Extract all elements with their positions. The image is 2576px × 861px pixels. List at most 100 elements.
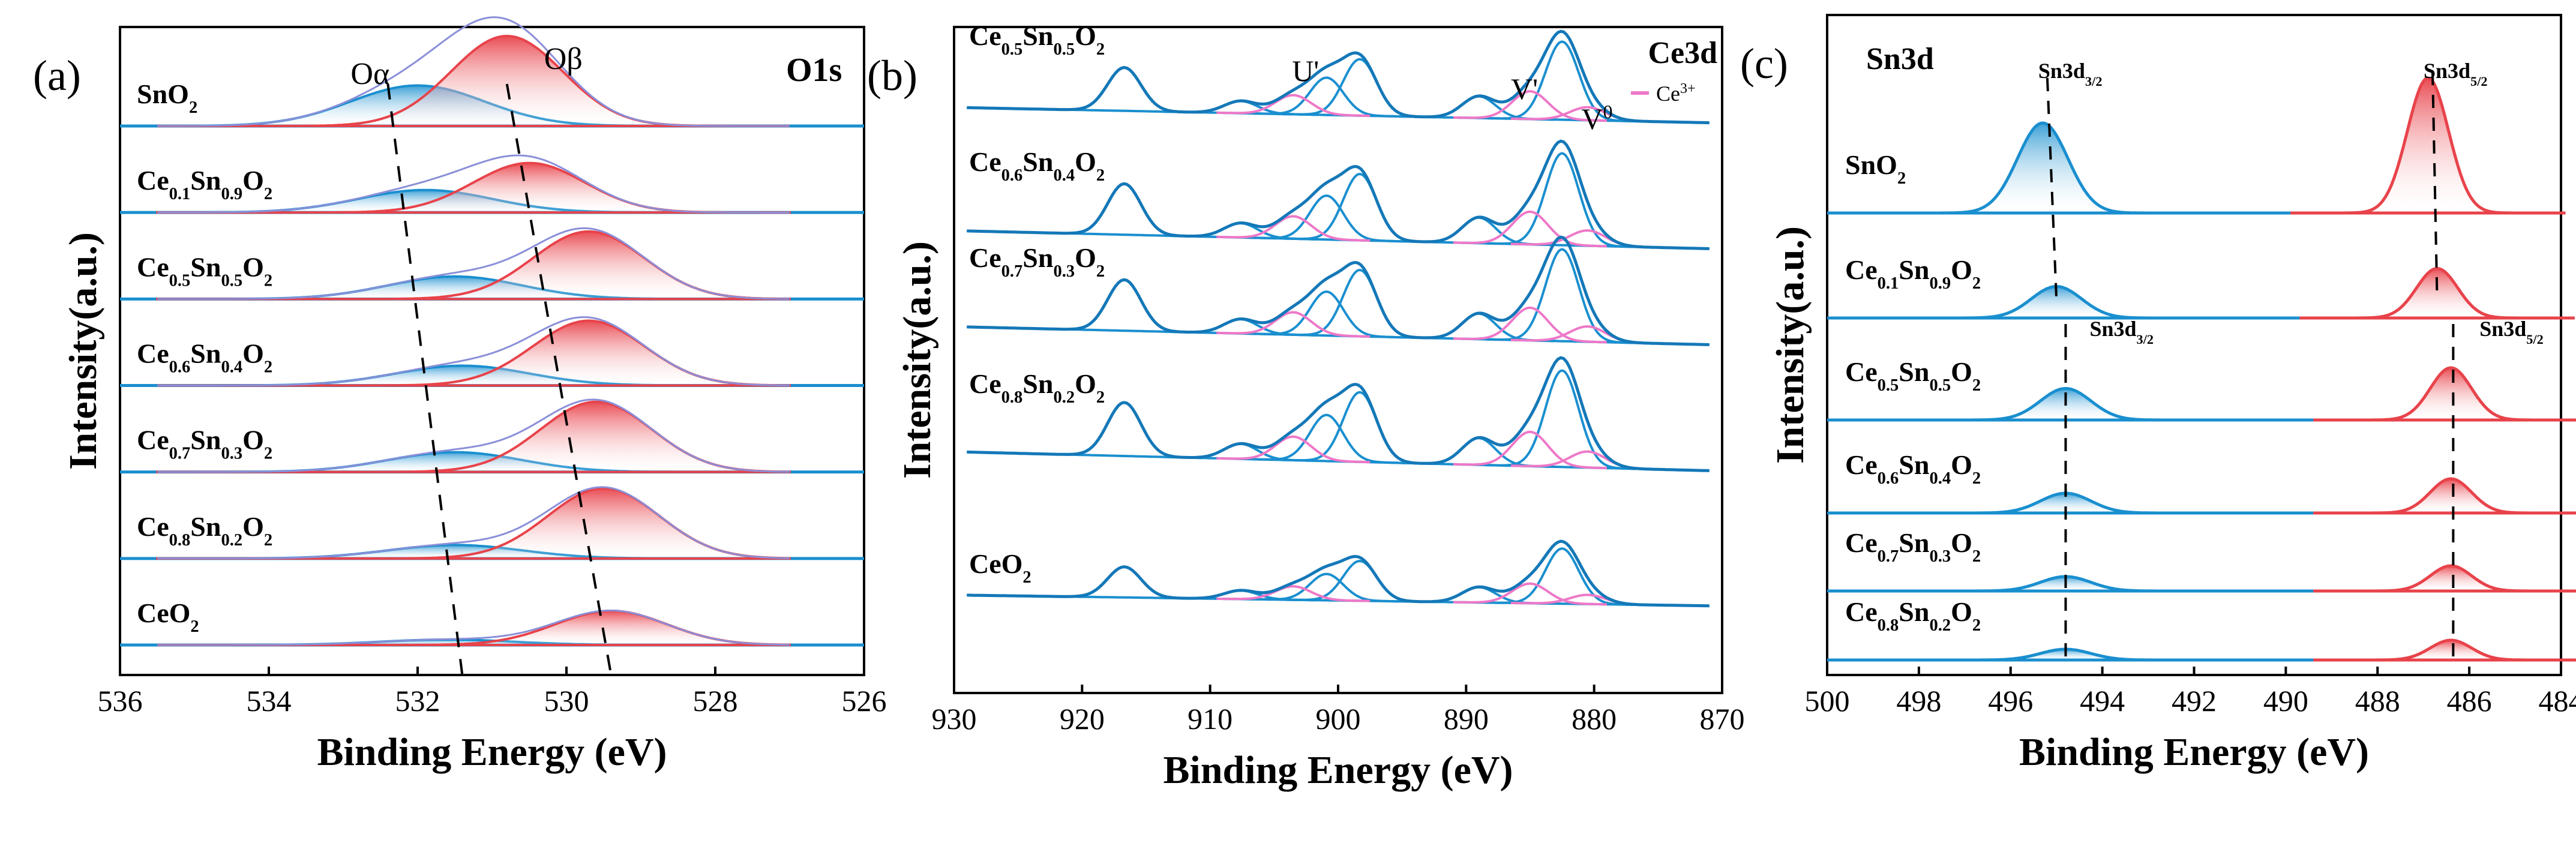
b-xtick-label-2: 910	[1187, 702, 1232, 736]
b-title: Ce3d	[1648, 36, 1717, 70]
a-xtick-label-5: 526	[842, 684, 887, 718]
a-series-label-6: CeO2	[137, 598, 199, 636]
b-ce3-peak-4-1	[1453, 582, 1607, 606]
c-series-label-0: SnO2	[1845, 149, 1906, 188]
a-envelope-6	[157, 609, 790, 646]
c-xtick-label-7: 486	[2447, 684, 2492, 718]
c-ylabel: Intensity(a.u.)	[1768, 226, 1812, 464]
a-annotation-obeta: Oβ	[544, 42, 583, 76]
b-panel-letter: (b)	[867, 52, 917, 100]
a-envelope-5	[157, 486, 790, 560]
a-series-label-0: SnO2	[137, 79, 197, 117]
c-annotation-mid-0: Sn3d3/2	[2089, 317, 2154, 347]
b-ce4-peak-3-0	[1047, 401, 1201, 460]
a-dashed-line-1	[505, 83, 613, 676]
b-ce4-peak-3-2	[1249, 413, 1404, 464]
a-beta-peak-0	[157, 34, 790, 127]
b-ce3-peak-2-1	[1453, 307, 1607, 344]
b-ce3-peak-2-0	[1216, 311, 1371, 338]
b-series-label-0: Ce0.5Sn0.5O2	[969, 20, 1105, 59]
b-xtick-label-4: 890	[1444, 702, 1489, 736]
c-xtick-label-5: 490	[2263, 684, 2308, 718]
a-annotation-oalpha: Oα	[350, 57, 389, 91]
a-ylabel: Intensity(a.u.)	[61, 232, 105, 470]
c-series-label-2: Ce0.5Sn0.5O2	[1845, 356, 1981, 395]
a-envelope-4	[157, 398, 790, 473]
c-xtick-label-2: 496	[1988, 684, 2033, 718]
b-ce4-peak-1-2	[1249, 194, 1404, 243]
a-xtick-label-0: 536	[98, 684, 143, 718]
c-d52-peak-0	[2290, 76, 2566, 215]
a-envelope-3	[157, 316, 790, 386]
b-xtick-label-0: 930	[932, 702, 977, 736]
b-xtick-label-5: 880	[1572, 702, 1617, 736]
c-annotation-top-1: Sn3d5/2	[2424, 59, 2488, 89]
c-annotation-mid-1: Sn3d5/2	[2479, 317, 2544, 347]
c-series-label-5: Ce0.8Sn0.2O2	[1845, 596, 1981, 635]
c-annotation-top-0: Sn3d3/2	[2038, 59, 2103, 89]
b-ce4-peak-2-5	[1485, 248, 1639, 344]
panel-c-sn3d: 500 498 496 494 492 490 488 486 484 Binding Energ…	[1740, 14, 2576, 774]
b-ce4-peak-4-2	[1249, 572, 1404, 603]
b-envelope-0	[967, 29, 1710, 125]
b-frame	[953, 26, 1723, 694]
b-ce4-peak-4-3	[1283, 559, 1437, 604]
c-d52-peak-3	[2313, 477, 2576, 515]
b-ylabel: Intensity(a.u.)	[895, 241, 939, 479]
a-title: O1s	[786, 52, 842, 89]
a-envelope-1	[157, 154, 790, 214]
c-xtick-label-6: 488	[2355, 684, 2400, 718]
b-xtick-label-1: 920	[1060, 702, 1105, 736]
b-ce3-peak-0-1	[1453, 90, 1607, 122]
c-d52-peak-5	[2313, 638, 2576, 662]
panel-b-ce3d: 930 920 910 900 890 880 870 Binding Energy (eV)…	[867, 20, 1745, 792]
a-xlabel: Binding Energy (eV)	[317, 730, 667, 774]
c-xtick-label-0: 500	[1805, 684, 1850, 718]
a-xtick-label-3: 530	[544, 684, 589, 718]
panel-a-o1s: 536 534 532 530 528 526 Binding Energy (eV) Int…	[33, 16, 887, 774]
b-annotation-v0: V0	[1581, 101, 1612, 136]
c-panel-letter: (c)	[1740, 40, 1788, 88]
c-series-label-1: Ce0.1Sn0.9O2	[1845, 254, 1981, 293]
b-ce3-peak-1-1	[1453, 210, 1607, 248]
a-xtick-label-4: 528	[693, 684, 738, 718]
c-dashed-line-1	[2431, 71, 2439, 301]
c-xtick-label-8: 484	[2539, 684, 2576, 718]
a-panel-letter: (a)	[33, 52, 81, 100]
a-series-label-1: Ce0.1Sn0.9O2	[137, 165, 272, 203]
b-envelope-1	[967, 139, 1710, 250]
c-d52-peak-1	[2299, 266, 2575, 320]
c-xtick-label-1: 498	[1896, 684, 1941, 718]
b-ce4-peak-1-3	[1283, 173, 1437, 244]
b-ce4-peak-0-2	[1249, 76, 1404, 118]
a-series-label-4: Ce0.7Sn0.3O2	[137, 425, 272, 463]
b-envelope-2	[967, 235, 1710, 346]
b-ce4-peak-1-5	[1485, 152, 1639, 248]
c-xlabel: Binding Energy (eV)	[2019, 730, 2369, 774]
b-ce3-peak-0-0	[1216, 94, 1371, 118]
b-ce3-peak-4-0	[1216, 585, 1371, 602]
a-series-label-2: Ce0.5Sn0.5O2	[137, 251, 272, 290]
b-series-label-2: Ce0.7Sn0.3O2	[969, 242, 1105, 281]
b-ce4-peak-2-0	[1047, 278, 1201, 334]
b-xtick-label-6: 870	[1700, 702, 1745, 736]
b-xlabel: Binding Energy (eV)	[1163, 748, 1513, 792]
b-series-label-3: Ce0.8Sn0.2O2	[969, 368, 1105, 407]
b-ce4-peak-3-3	[1283, 391, 1437, 466]
c-series-label-3: Ce0.6Sn0.4O2	[1845, 449, 1981, 488]
b-ce3-peak-3-1	[1453, 430, 1608, 470]
a-envelope-0	[157, 16, 790, 127]
c-xtick-label-4: 492	[2172, 684, 2217, 718]
a-envelope-2	[157, 227, 790, 300]
a-frame	[119, 26, 865, 676]
b-legend-label: Ce3+	[1656, 81, 1696, 106]
b-annotation-v-prime: V'	[1511, 72, 1538, 106]
b-series-label-1: Ce0.6Sn0.4O2	[969, 146, 1105, 185]
c-xtick-label-3: 494	[2080, 684, 2125, 718]
b-ce4-peak-0-5	[1485, 40, 1639, 123]
c-d52-peak-2	[2313, 366, 2576, 422]
a-xtick-label-1: 534	[247, 684, 292, 718]
b-ce4-peak-2-3	[1283, 269, 1437, 340]
b-envelope-3	[967, 356, 1710, 472]
